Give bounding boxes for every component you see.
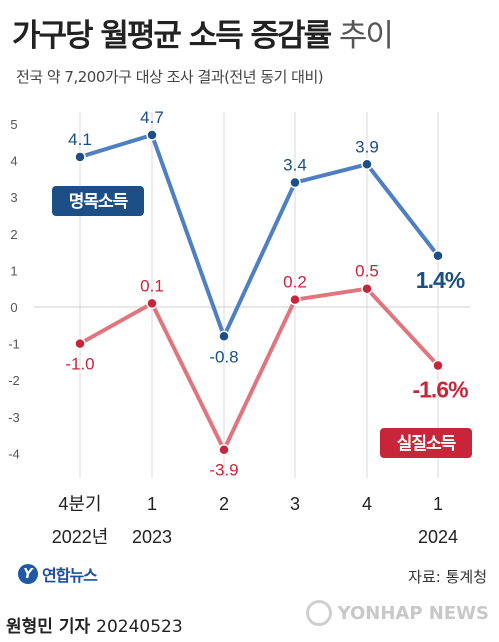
title-light: 추이 bbox=[338, 18, 394, 54]
data-point bbox=[361, 158, 373, 171]
y-tick-label: 0 bbox=[10, 300, 17, 315]
legend-badge-0 bbox=[52, 186, 144, 216]
data-point bbox=[289, 293, 301, 306]
data-label: 4.1 bbox=[68, 130, 92, 149]
data-label: 4.7 bbox=[140, 108, 164, 127]
line-chart: 5 4 3 2 1 0 -1 -2 -3 -4 4분기 2022년 1 2023 2 3 4 1 2024 4.1 4.… bbox=[8, 108, 472, 547]
y-tick-label: -2 bbox=[8, 373, 20, 388]
data-label: -0.8 bbox=[209, 347, 238, 366]
x-tick-label: 4분기 bbox=[58, 494, 101, 514]
chart-title: 가구당 월평균 소득 증감률 추이 bbox=[12, 10, 394, 55]
x-tick-label: 1 bbox=[147, 494, 157, 514]
publish-date: 20240523 bbox=[96, 617, 183, 637]
data-label: -1.0 bbox=[65, 355, 94, 374]
y-tick-label: -1 bbox=[8, 337, 20, 352]
data-point bbox=[432, 250, 444, 262]
data-point bbox=[218, 330, 230, 343]
data-point bbox=[432, 359, 444, 372]
y-tick-label: -4 bbox=[8, 446, 20, 461]
y-tick-label: 5 bbox=[10, 117, 17, 132]
data-point bbox=[218, 443, 230, 456]
x-tick-label-year: 2022년 bbox=[52, 527, 109, 547]
x-tick-label: 3 bbox=[290, 494, 300, 514]
data-label: 0.2 bbox=[283, 273, 307, 292]
data-point bbox=[146, 297, 158, 310]
source-note: 자료: 통계청 bbox=[408, 568, 487, 586]
chart-subtitle: 전국 약 7,200가구 대상 조사 결과(전년 동기 대비) bbox=[16, 68, 324, 86]
reporter-name: 원형민 기자 bbox=[6, 617, 91, 637]
x-tick-label: 4 bbox=[362, 494, 372, 514]
data-point bbox=[146, 129, 158, 141]
logo-text: 연합뉴스 bbox=[42, 566, 98, 585]
series-line-1 bbox=[79, 286, 440, 452]
x-tick-label-year: 2023 bbox=[132, 527, 172, 547]
yonhap-logo: Y 연합뉴스 bbox=[18, 562, 98, 586]
legend-badge-1 bbox=[380, 428, 472, 458]
data-label: 0.5 bbox=[355, 262, 379, 281]
data-point bbox=[289, 176, 301, 189]
data-label: 3.9 bbox=[355, 137, 379, 156]
y-tick-label: 3 bbox=[10, 190, 17, 205]
data-label: 3.4 bbox=[283, 156, 307, 175]
data-label: 1.4% bbox=[416, 267, 465, 293]
data-label: -3.9 bbox=[209, 461, 238, 480]
data-label: -1.6% bbox=[412, 377, 468, 403]
y-tick-label: -3 bbox=[8, 410, 20, 425]
watermark-icon bbox=[305, 600, 332, 626]
byline: 원형민 기자 20240523 bbox=[6, 612, 183, 637]
data-point bbox=[361, 282, 373, 295]
x-tick-label: 1 bbox=[433, 494, 443, 514]
legend-label-0: 명목소득 bbox=[69, 192, 129, 212]
data-point bbox=[74, 151, 86, 163]
watermark-text: YONHAP NEWS bbox=[337, 602, 489, 624]
legend-label-1: 실질소득 bbox=[397, 433, 457, 454]
y-tick-label: 2 bbox=[10, 227, 17, 242]
y-tick-label: 1 bbox=[10, 263, 17, 278]
title-main: 가구당 월평균 소득 증감률 bbox=[12, 18, 332, 54]
x-tick-label: 2 bbox=[219, 494, 229, 514]
y-tick-label: 4 bbox=[10, 154, 17, 169]
watermark: YONHAP NEWS bbox=[305, 600, 489, 626]
data-label: 0.1 bbox=[140, 276, 164, 295]
x-tick-label-year: 2024 bbox=[418, 527, 458, 547]
series-line-0 bbox=[79, 132, 440, 339]
yonhap-logo-icon: Y bbox=[18, 564, 38, 584]
footer-bar bbox=[0, 600, 499, 642]
data-point bbox=[74, 337, 86, 350]
